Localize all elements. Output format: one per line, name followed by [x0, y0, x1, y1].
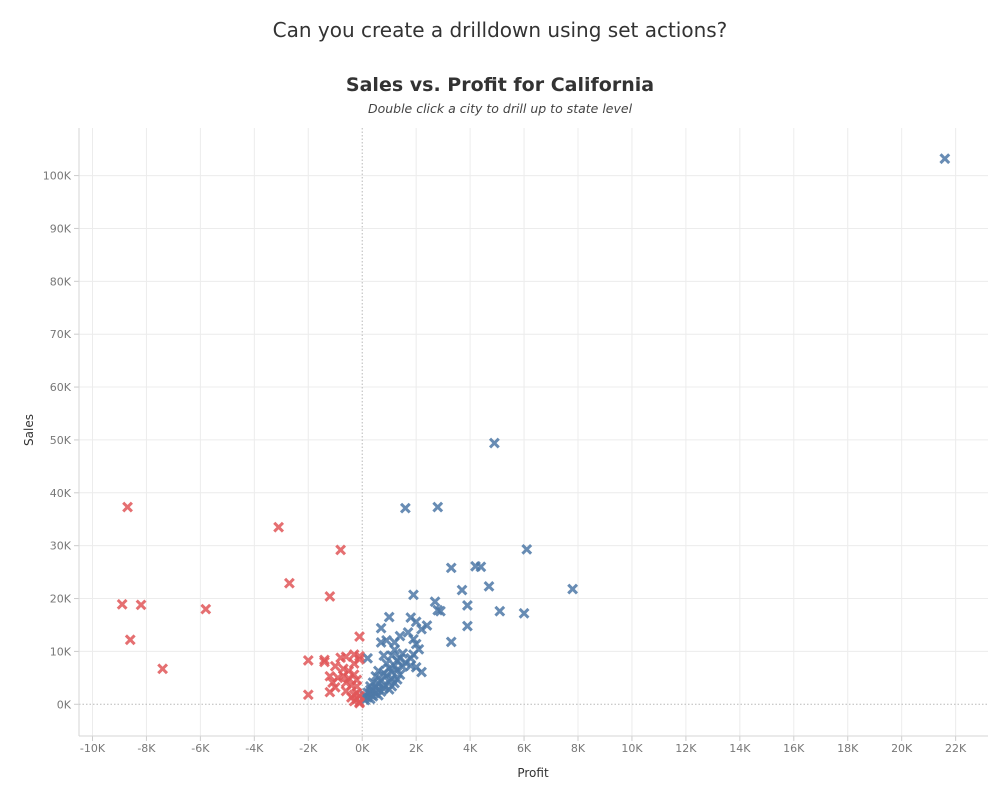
y-axis: 0K 10K 20K 30K 40K 50K 60K 70K 80K 90K 100K [43, 128, 80, 736]
dashboard-title: Can you create a drilldown using set act… [272, 18, 728, 42]
data-point-marker[interactable] [383, 611, 395, 623]
data-point-marker[interactable] [470, 560, 481, 572]
data-point-marker[interactable] [567, 583, 579, 595]
data-point-marker[interactable] [200, 603, 212, 615]
data-point-marker[interactable] [302, 689, 314, 701]
y-tick-label: 70K [50, 328, 72, 341]
x-tick-label: 12K [675, 742, 697, 755]
data-point-marker[interactable] [354, 631, 365, 643]
data-point-marker[interactable] [416, 623, 427, 635]
y-tick-label: 20K [50, 593, 72, 606]
chart-subtitle: Double click a city to drill up to state… [367, 101, 633, 116]
x-tick-label: 0K [355, 742, 370, 755]
data-point-marker[interactable] [518, 607, 530, 619]
data-point-marker[interactable] [461, 620, 473, 632]
data-point-marker[interactable] [378, 650, 390, 662]
data-point-marker[interactable] [375, 622, 387, 634]
data-point-marker[interactable] [335, 544, 347, 556]
x-tick-label: -4K [245, 742, 264, 755]
x-tick-label: 18K [837, 742, 859, 755]
data-point-marker[interactable] [397, 661, 409, 673]
data-point-marker[interactable] [461, 599, 473, 611]
x-axis: -10K -8K -6K -4K -2K 0K 2K 4K 6K 8K 10K 12K 14K 16K 18… [79, 735, 988, 755]
data-point-marker[interactable] [324, 686, 336, 698]
x-tick-label: 20K [891, 742, 913, 755]
data-point-marker[interactable] [157, 663, 169, 675]
y-tick-label: 80K [50, 275, 72, 288]
y-tick-label: 100K [43, 170, 72, 183]
data-point-marker[interactable] [494, 605, 506, 617]
x-tick-label: -10K [80, 742, 106, 755]
x-tick-label: 4K [463, 742, 478, 755]
y-tick-label: 40K [50, 487, 72, 500]
x-tick-label: 2K [409, 742, 424, 755]
data-point-marker[interactable] [124, 634, 136, 646]
data-point-marker[interactable] [362, 652, 374, 664]
y-tick-label: 30K [50, 540, 72, 553]
y-tick-label: 50K [50, 434, 72, 447]
data-point-marker[interactable] [408, 589, 419, 601]
x-tick-label: -6K [191, 742, 210, 755]
x-tick-label: -2K [299, 742, 318, 755]
data-point-marker[interactable] [273, 521, 285, 533]
plot-area [79, 128, 988, 736]
y-axis-title: Sales [22, 414, 36, 446]
x-tick-label: -8K [137, 742, 156, 755]
gridlines [79, 128, 988, 736]
x-tick-label: 14K [729, 742, 751, 755]
x-axis-title: Profit [517, 766, 549, 780]
data-point-marker[interactable] [435, 605, 446, 617]
data-point-marker[interactable] [429, 596, 441, 608]
data-marks[interactable] [116, 153, 951, 709]
x-tick-label: 8K [571, 742, 586, 755]
data-point-marker[interactable] [939, 153, 951, 165]
x-tick-label: 6K [517, 742, 532, 755]
data-point-marker[interactable] [324, 670, 336, 682]
y-tick-label: 60K [50, 381, 72, 394]
data-point-marker[interactable] [416, 666, 427, 678]
data-point-marker[interactable] [302, 654, 314, 666]
zero-lines [79, 128, 988, 736]
data-point-marker[interactable] [375, 636, 387, 648]
data-point-marker[interactable] [399, 502, 411, 514]
x-tick-label: 10K [621, 742, 643, 755]
data-point-marker[interactable] [135, 599, 147, 611]
data-point-marker[interactable] [445, 636, 457, 648]
data-point-marker[interactable] [283, 577, 295, 589]
data-point-marker[interactable] [383, 684, 395, 695]
data-point-marker[interactable] [389, 636, 401, 648]
data-point-marker[interactable] [116, 598, 128, 610]
data-point-marker[interactable] [445, 562, 457, 574]
data-point-marker[interactable] [432, 501, 444, 513]
y-tick-label: 90K [50, 222, 72, 235]
data-point-marker[interactable] [521, 543, 533, 555]
x-tick-label: 16K [783, 742, 805, 755]
data-point-marker[interactable] [483, 580, 495, 592]
data-point-marker[interactable] [329, 660, 341, 672]
x-tick-label: 22K [945, 742, 967, 755]
data-point-marker[interactable] [335, 652, 347, 664]
y-tick-label: 10K [50, 645, 72, 658]
data-point-marker[interactable] [122, 501, 133, 513]
chart-title: Sales vs. Profit for California [345, 74, 655, 96]
data-point-marker[interactable] [324, 591, 336, 602]
data-point-marker[interactable] [488, 437, 500, 449]
data-point-marker[interactable] [319, 656, 330, 668]
y-tick-label: 0K [57, 698, 72, 711]
data-point-marker[interactable] [354, 697, 365, 709]
data-point-marker[interactable] [456, 584, 468, 596]
data-point-marker[interactable] [351, 680, 363, 692]
